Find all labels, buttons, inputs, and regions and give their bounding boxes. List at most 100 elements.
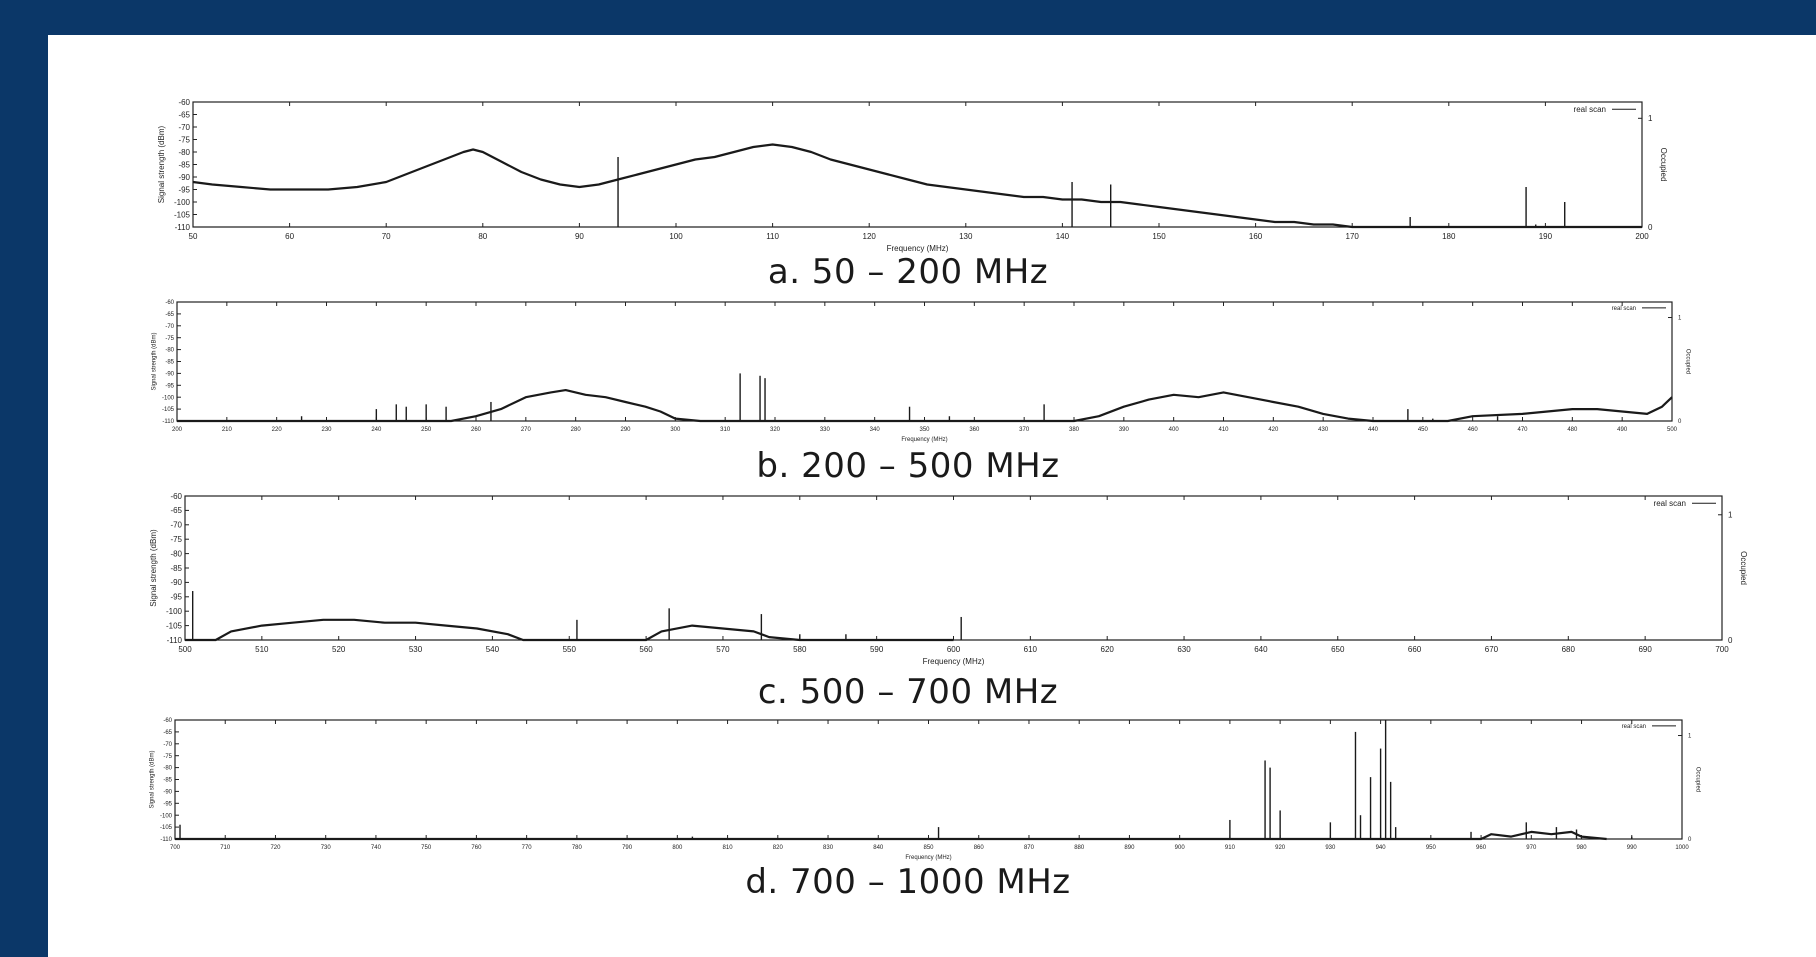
- y-tick-label: -80: [165, 348, 174, 354]
- y2-axis-title: Occupied: [1739, 551, 1748, 585]
- x-tick-label: 350: [919, 427, 930, 433]
- y-tick-label: -105: [160, 825, 173, 831]
- legend-label: real scan: [1654, 499, 1686, 508]
- y-tick-label: -100: [160, 813, 173, 819]
- x-axis-title: Frequency (MHz): [901, 437, 947, 443]
- y-tick-label: -110: [160, 837, 172, 843]
- y-tick-label: -65: [178, 110, 190, 119]
- y2-tick-label: 0: [1728, 636, 1733, 645]
- x-tick-label: 260: [471, 427, 482, 433]
- x-tick-label: 910: [1225, 845, 1236, 851]
- x-tick-label: 510: [255, 645, 269, 654]
- trace-envelope: [175, 830, 1607, 841]
- y-tick-label: -65: [163, 730, 172, 736]
- y-tick-label: -110: [167, 636, 183, 645]
- x-tick-label: 530: [409, 645, 423, 654]
- x-tick-label: 540: [486, 645, 500, 654]
- y-tick-label: -80: [170, 549, 182, 558]
- x-tick-label: 280: [571, 427, 582, 433]
- x-tick-label: 750: [421, 845, 432, 851]
- chart-b-200-500mhz: 200 210 220 230 240 250 260 270 280 290 300 310 320 3…: [151, 300, 1690, 443]
- x-tick-label: 490: [1617, 427, 1628, 433]
- x-tick-label: 690: [1638, 645, 1652, 654]
- x-tick-label: 520: [332, 645, 346, 654]
- x-tick-label: 200: [172, 427, 183, 433]
- plot-frame: [174, 719, 1683, 840]
- y-tick-label: -90: [170, 578, 182, 587]
- y-axis-title: Signal strength (dBm): [157, 125, 166, 203]
- x-tick-label: 450: [1418, 427, 1429, 433]
- x-tick-label: 320: [770, 427, 781, 433]
- y2-tick-label: 0: [1688, 837, 1692, 843]
- y-tick-label: -60: [178, 98, 190, 107]
- x-tick-label: 120: [863, 232, 877, 241]
- x-tick-label: 990: [1627, 845, 1638, 851]
- x-tick-label: 420: [1268, 427, 1279, 433]
- x-tick-label: 360: [969, 427, 980, 433]
- y-tick-label: -90: [165, 372, 174, 378]
- y-tick-label: -100: [162, 395, 175, 401]
- y-tick-label: -80: [178, 148, 190, 157]
- y2-tick-label: 0: [1678, 419, 1682, 425]
- x-tick-label: 900: [1175, 845, 1186, 851]
- y-tick-label: -105: [166, 621, 183, 630]
- x-tick-label: 600: [947, 645, 961, 654]
- x-tick-label: 950: [1426, 845, 1437, 851]
- plot-frame: [176, 301, 1673, 422]
- trace-envelope: [177, 388, 1673, 423]
- x-tick-label: 170: [1346, 232, 1360, 241]
- x-tick-label: 370: [1019, 427, 1030, 433]
- x-tick-label: 860: [974, 845, 985, 851]
- x-tick-label: 920: [1275, 845, 1286, 851]
- x-tick-label: 250: [421, 427, 432, 433]
- y-tick-label: -105: [162, 407, 175, 413]
- x-tick-label: 980: [1577, 845, 1588, 851]
- legend-label: real scan: [1612, 306, 1636, 312]
- y-axis-title: Signal strength (dBm): [149, 750, 155, 808]
- y-tick-label: -75: [178, 135, 190, 144]
- x-tick-label: 500: [1667, 427, 1678, 433]
- x-tick-label: 850: [923, 845, 934, 851]
- y-tick-label: -85: [163, 778, 172, 784]
- x-tick-label: 830: [823, 845, 834, 851]
- y-tick-label: -60: [170, 492, 182, 501]
- trace-envelope: [192, 143, 1642, 229]
- x-tick-label: 700: [1715, 645, 1729, 654]
- chart-d-700-1000mhz: 700 710 720 730 740 750 760 770 780 790 800 810 820 8…: [149, 718, 1700, 861]
- x-tick-label: 430: [1318, 427, 1329, 433]
- x-tick-label: 310: [720, 427, 731, 433]
- x-axis-title: Frequency (MHz): [905, 855, 951, 861]
- y-tick-label: -100: [174, 198, 191, 207]
- x-tick-label: 800: [672, 845, 683, 851]
- x-tick-label: 290: [620, 427, 631, 433]
- x-tick-label: 180: [1442, 232, 1456, 241]
- x-tick-label: 340: [870, 427, 881, 433]
- y-tick-label: -75: [165, 336, 174, 342]
- y2-axis-title: Occupied: [1694, 767, 1700, 792]
- x-tick-label: 770: [522, 845, 533, 851]
- x-tick-label: 60: [285, 232, 294, 241]
- y-tick-label: -70: [178, 123, 190, 132]
- x-tick-label: 940: [1376, 845, 1387, 851]
- x-tick-label: 230: [321, 427, 332, 433]
- x-tick-label: 820: [773, 845, 784, 851]
- y-tick-label: -65: [165, 312, 174, 318]
- x-tick-label: 610: [1024, 645, 1038, 654]
- x-tick-label: 780: [572, 845, 583, 851]
- x-tick-label: 480: [1567, 427, 1578, 433]
- y-tick-label: -95: [163, 801, 172, 807]
- y-tick-label: -95: [178, 185, 190, 194]
- y2-tick-label: 1: [1648, 114, 1653, 123]
- x-tick-label: 740: [371, 845, 382, 851]
- x-tick-label: 400: [1169, 427, 1180, 433]
- y-tick-label: -70: [163, 742, 172, 748]
- x-tick-label: 960: [1476, 845, 1487, 851]
- caption-c: c. 500 – 700 MHz: [757, 672, 1059, 712]
- x-tick-label: 440: [1368, 427, 1379, 433]
- y-axis-title: Signal strength (dBm): [151, 332, 157, 390]
- x-tick-label: 670: [1485, 645, 1499, 654]
- x-tick-label: 470: [1517, 427, 1528, 433]
- x-tick-label: 110: [766, 232, 779, 241]
- x-tick-label: 300: [670, 427, 681, 433]
- y-tick-label: -75: [170, 535, 182, 544]
